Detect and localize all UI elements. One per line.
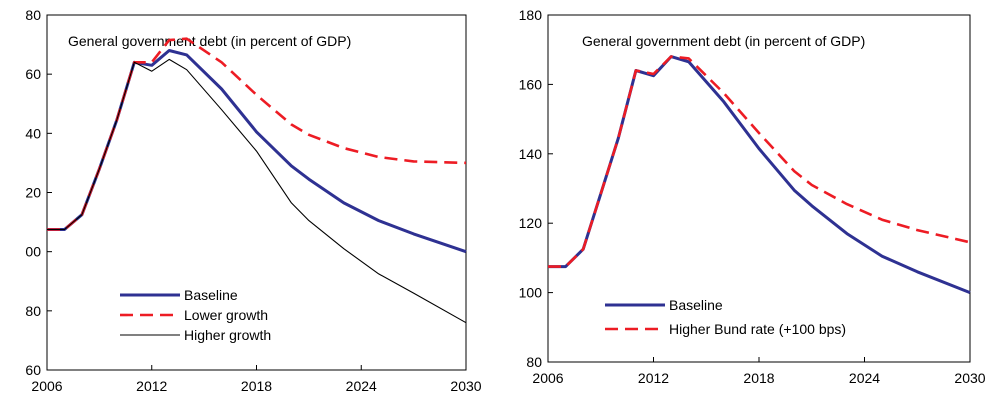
legend: Baseline Higher Bund rate (+100 bps): [605, 297, 846, 337]
y-tick-label: 80: [25, 7, 41, 23]
y-tick-label: 00: [25, 244, 41, 260]
y-tick-label: 160: [519, 76, 543, 92]
y-tick-label: 120: [519, 215, 543, 231]
legend-label: Lower growth: [184, 307, 268, 323]
chart-title: General government debt (in percent of G…: [582, 33, 865, 49]
plot-frame: [547, 14, 971, 363]
x-tick-label: 2006: [532, 370, 563, 386]
x-tick-label: 2030: [954, 370, 985, 386]
y-tick-label: 60: [25, 66, 41, 82]
x-tick-label: 2024: [849, 370, 880, 386]
y-tick-label: 40: [25, 125, 41, 141]
chart-title: General government debt (in percent of G…: [68, 33, 351, 49]
y-tick-label: 140: [519, 146, 543, 162]
legend: Baseline Lower growth Higher growth: [120, 287, 271, 343]
y-tick-label: 100: [519, 285, 543, 301]
x-tick-label: 2030: [450, 378, 481, 394]
x-tick-label: 2006: [31, 378, 62, 394]
x-tick-label: 2018: [743, 370, 774, 386]
y-tick-label: 60: [25, 362, 41, 378]
chart-panel-2: 80 100 120 140 160 180 2006 2012 2018 2024 2030 Gen…: [519, 7, 985, 386]
legend-label: Baseline: [669, 297, 723, 313]
series-line-higher-growth: [47, 58, 467, 324]
x-tick-label: 2024: [346, 378, 377, 394]
x-tick-label: 2012: [638, 370, 669, 386]
y-tick-label: 20: [25, 185, 41, 201]
legend-label: Higher Bund rate (+100 bps): [669, 321, 846, 337]
y-tick-label: 180: [519, 7, 543, 23]
x-tick-label: 2012: [136, 378, 167, 394]
y-tick-label: 80: [25, 303, 41, 319]
chart-panel-1: 60 80 00 20 40 60 80 2006 2012 2018 2024 2030 Genera…: [25, 7, 481, 394]
series-line-baseline: [548, 55, 971, 294]
x-tick-label: 2018: [241, 378, 272, 394]
series-line-higher-bund-rate-100-bps: [548, 55, 971, 268]
y-tick-label: 80: [526, 354, 542, 370]
legend-label: Baseline: [184, 287, 238, 303]
series-line-lower-growth: [47, 37, 467, 231]
legend-label: Higher growth: [184, 327, 271, 343]
